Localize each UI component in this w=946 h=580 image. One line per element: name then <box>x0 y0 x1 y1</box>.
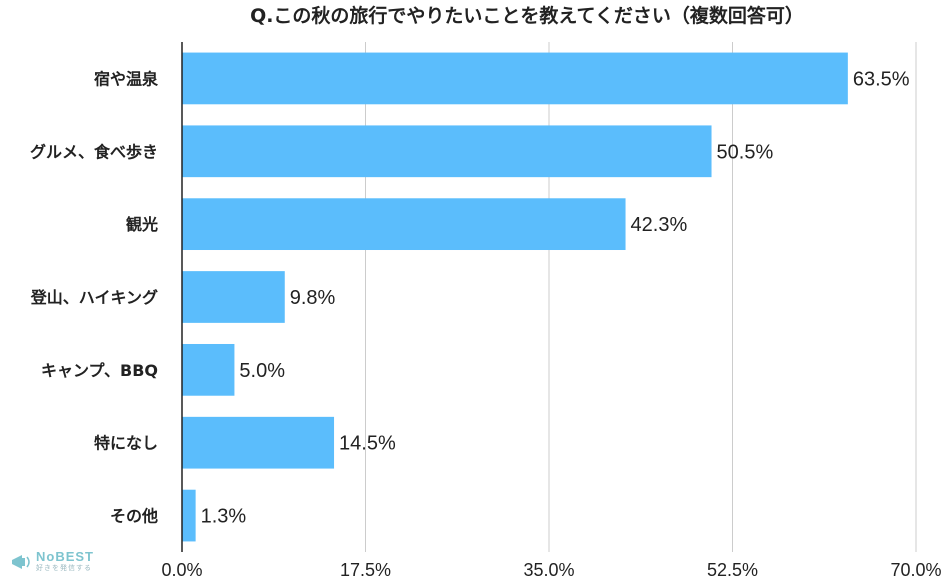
logo-name: NoBEST <box>36 549 94 564</box>
category-label: その他 <box>110 507 158 526</box>
category-label: キャンプ、BBQ <box>41 361 158 380</box>
value-label: 42.3% <box>631 214 688 236</box>
bar <box>182 271 285 323</box>
x-tick-labels: 0.0% 17.5% 35.0% 52.5% 70.0% <box>161 560 941 580</box>
bar <box>182 489 196 542</box>
value-label: 50.5% <box>717 141 774 163</box>
bar <box>182 52 848 105</box>
bar <box>182 125 712 178</box>
x-tick-label: 70.0% <box>890 560 941 580</box>
value-label: 9.8% <box>290 287 336 309</box>
x-tick-label: 52.5% <box>707 560 758 580</box>
x-tick-label: 17.5% <box>340 560 391 580</box>
bar <box>182 198 626 251</box>
chart-title: Q.この秋の旅行でやりたいことを教えてください（複数回答可） <box>250 4 804 27</box>
value-label: 5.0% <box>239 360 285 382</box>
category-label: 特になし <box>94 434 158 453</box>
value-labels: 63.5% 50.5% 42.3% 9.8% 5.0% 14.5% 1.3% <box>201 68 910 527</box>
nobest-logo: NoBEST 好きを発信する <box>10 548 120 576</box>
category-label: 宿や温泉 <box>94 69 159 88</box>
category-label: 登山、ハイキング <box>30 288 158 307</box>
value-label: 1.3% <box>201 506 247 528</box>
bar <box>182 343 235 396</box>
value-label: 14.5% <box>339 433 396 455</box>
bar <box>182 416 335 469</box>
logo-tagline: 好きを発信する <box>36 564 92 572</box>
x-tick-label: 35.0% <box>523 560 574 580</box>
megaphone-icon <box>12 555 30 569</box>
category-label: 観光 <box>126 215 158 234</box>
grid-lines <box>365 42 917 552</box>
value-label: 63.5% <box>853 68 910 90</box>
x-tick-label: 0.0% <box>161 560 202 580</box>
category-label: グルメ、食べ歩き <box>30 142 158 161</box>
bars <box>182 52 848 542</box>
